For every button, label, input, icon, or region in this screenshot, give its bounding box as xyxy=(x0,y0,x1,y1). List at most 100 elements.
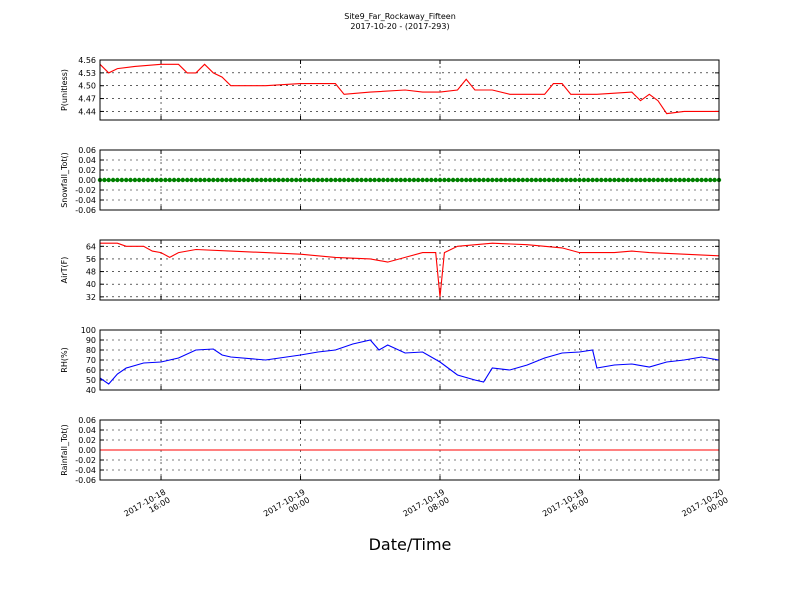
series-point xyxy=(464,177,469,183)
series-point xyxy=(577,177,582,183)
series-point xyxy=(150,177,155,183)
series-point xyxy=(263,177,268,183)
series-point xyxy=(690,177,695,183)
series-point xyxy=(455,177,460,183)
series-point xyxy=(516,177,521,183)
series-point xyxy=(215,177,220,183)
series-point xyxy=(411,177,417,183)
series-point xyxy=(433,177,438,183)
series-point xyxy=(629,177,634,183)
series-point xyxy=(686,177,691,183)
series-point xyxy=(525,177,530,183)
series-point xyxy=(429,177,434,183)
series-point xyxy=(507,177,512,183)
series-point xyxy=(590,177,595,183)
series-point xyxy=(341,177,347,183)
y-tick-label: 0.00 xyxy=(78,176,96,185)
y-tick-label: 64 xyxy=(86,242,96,251)
series-point xyxy=(498,177,504,183)
series-point xyxy=(158,177,164,183)
series-point xyxy=(333,177,338,183)
series-point xyxy=(416,177,421,183)
series-point xyxy=(638,177,643,183)
series-point xyxy=(542,177,547,183)
series-point xyxy=(642,177,648,183)
series-point xyxy=(376,177,382,183)
series-point xyxy=(546,177,552,183)
y-tick-label: 0.06 xyxy=(78,416,96,425)
x-tick-label: 2017-10-1816:00 xyxy=(122,487,171,526)
series-point xyxy=(442,177,447,183)
series-point xyxy=(272,177,277,183)
series-point xyxy=(241,177,247,183)
series-point xyxy=(219,177,225,183)
panel-1: 4.56 4.53 4.50 4.47 4.44 P(unitless) xyxy=(60,56,720,121)
x-axis-label: Date/Time xyxy=(369,535,452,554)
y-tick-label: 50 xyxy=(86,376,96,385)
series-point xyxy=(402,177,408,183)
series-point xyxy=(420,177,425,183)
series-point xyxy=(115,177,120,183)
series-point xyxy=(681,177,687,183)
y-tick-label: 32 xyxy=(86,293,96,302)
series-point xyxy=(276,177,281,183)
series-point xyxy=(176,177,181,183)
y-tick-label: 40 xyxy=(86,386,96,395)
series-point xyxy=(267,177,273,183)
y-tick-label: 0.00 xyxy=(78,446,96,455)
series-point xyxy=(368,177,373,183)
series-point xyxy=(102,177,107,183)
panel-frame xyxy=(99,59,720,121)
series-point xyxy=(708,177,713,183)
y-tick-label: -0.02 xyxy=(75,186,96,195)
series-point xyxy=(647,177,652,183)
series-point xyxy=(490,177,495,183)
panel-3: 64 56 48 40 32 AirT(F) xyxy=(60,239,720,302)
y-tick-label: 40 xyxy=(86,280,96,289)
y-tick-label: 70 xyxy=(86,356,96,365)
series-point xyxy=(381,177,386,183)
series-point xyxy=(294,177,299,183)
series-point xyxy=(529,177,534,183)
panel-5: 0.060.040.020.00-0.02-0.04-0.06 Rainfall_… xyxy=(60,416,720,485)
chart-subtitle: 2017-10-20 - (2017-293) xyxy=(350,22,449,31)
series-point xyxy=(511,177,517,183)
chart-title: Site9_Far_Rockaway_Fifteen xyxy=(344,12,456,21)
y-tick-label: 4.56 xyxy=(78,56,96,65)
series-point xyxy=(677,177,682,183)
series-point xyxy=(355,177,360,183)
series-point xyxy=(337,177,342,183)
series-point xyxy=(250,177,255,183)
series-point xyxy=(538,177,543,183)
series-point xyxy=(298,177,303,183)
y-tick-label: 80 xyxy=(86,346,96,355)
series-point xyxy=(237,177,242,183)
panel-frame xyxy=(99,149,720,211)
series-point xyxy=(424,177,430,183)
series-point xyxy=(673,177,678,183)
x-tick-label: 2017-10-1916:00 xyxy=(541,487,590,526)
series-point xyxy=(189,177,194,183)
series-point xyxy=(171,177,177,183)
series-point xyxy=(407,177,412,183)
series-point xyxy=(695,177,700,183)
series-point xyxy=(280,177,286,183)
series-point xyxy=(324,177,329,183)
series-point xyxy=(450,177,456,183)
y-axis-label: RH(%) xyxy=(60,347,69,372)
series-point xyxy=(712,177,717,183)
series-point xyxy=(259,177,264,183)
x-tick-label: 2017-10-1908:00 xyxy=(401,487,450,526)
series-point xyxy=(398,177,403,183)
y-tick-label: -0.06 xyxy=(75,476,96,485)
series-point xyxy=(180,177,185,183)
y-tick-label: 0.04 xyxy=(78,156,96,165)
series-point xyxy=(559,177,565,183)
series-point xyxy=(568,177,573,183)
series-point xyxy=(586,177,591,183)
y-tick-label: 90 xyxy=(86,336,96,345)
series-point xyxy=(594,177,600,183)
series-point xyxy=(481,177,486,183)
series-point xyxy=(385,177,390,183)
